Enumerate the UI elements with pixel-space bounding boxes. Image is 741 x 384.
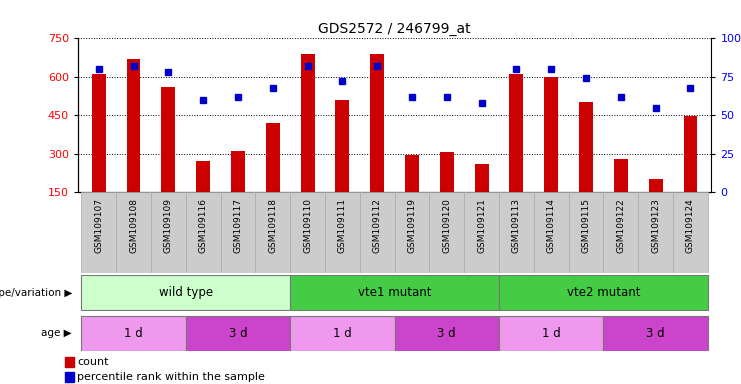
Bar — [579, 103, 593, 192]
Bar — [534, 192, 568, 273]
Bar — [301, 54, 314, 192]
Text: age ▶: age ▶ — [41, 328, 72, 338]
Bar — [116, 192, 151, 273]
Text: GSM109109: GSM109109 — [164, 199, 173, 253]
Text: genotype/variation ▶: genotype/variation ▶ — [0, 288, 72, 298]
Text: GSM109119: GSM109119 — [408, 199, 416, 253]
Bar — [683, 116, 697, 192]
Bar — [499, 316, 603, 351]
Bar — [568, 192, 603, 273]
Bar — [603, 316, 708, 351]
Bar — [127, 60, 141, 192]
Bar — [82, 192, 116, 273]
Text: 3 d: 3 d — [437, 327, 456, 339]
Bar — [162, 87, 176, 192]
Text: GSM109117: GSM109117 — [233, 199, 242, 253]
Bar — [221, 192, 256, 273]
Text: percentile rank within the sample: percentile rank within the sample — [77, 372, 265, 382]
Text: 3 d: 3 d — [646, 327, 665, 339]
Text: 3 d: 3 d — [229, 327, 247, 339]
Text: vte1 mutant: vte1 mutant — [358, 286, 431, 299]
Bar — [475, 164, 488, 192]
Title: GDS2572 / 246799_at: GDS2572 / 246799_at — [319, 22, 471, 36]
Text: GSM109123: GSM109123 — [651, 199, 660, 253]
Bar — [186, 192, 221, 273]
Text: GSM109110: GSM109110 — [303, 199, 312, 253]
Bar — [290, 316, 394, 351]
Bar — [464, 192, 499, 273]
Bar — [648, 179, 662, 192]
Text: 1 d: 1 d — [124, 327, 143, 339]
Bar — [151, 192, 186, 273]
Bar — [82, 316, 186, 351]
Text: GSM109111: GSM109111 — [338, 199, 347, 253]
Text: GSM109112: GSM109112 — [373, 199, 382, 253]
Bar — [92, 74, 106, 192]
Text: vte2 mutant: vte2 mutant — [567, 286, 640, 299]
Bar — [256, 192, 290, 273]
Bar — [231, 151, 245, 192]
Text: wild type: wild type — [159, 286, 213, 299]
Bar — [266, 123, 279, 192]
Bar — [196, 161, 210, 192]
Text: GSM109118: GSM109118 — [268, 199, 277, 253]
Bar — [440, 152, 453, 192]
Bar — [673, 192, 708, 273]
Bar — [545, 77, 558, 192]
Bar — [394, 192, 429, 273]
Bar — [394, 316, 499, 351]
Bar — [614, 159, 628, 192]
Bar — [499, 192, 534, 273]
Bar — [360, 192, 394, 273]
Text: GSM109107: GSM109107 — [94, 199, 103, 253]
Bar — [370, 54, 384, 192]
Bar — [65, 372, 74, 382]
Text: GSM109113: GSM109113 — [512, 199, 521, 253]
Bar — [82, 275, 290, 310]
Text: GSM109116: GSM109116 — [199, 199, 207, 253]
Bar — [499, 275, 708, 310]
Bar — [510, 74, 523, 192]
Text: 1 d: 1 d — [333, 327, 352, 339]
Bar — [336, 100, 349, 192]
Text: GSM109114: GSM109114 — [547, 199, 556, 253]
Bar — [638, 192, 673, 273]
Text: GSM109122: GSM109122 — [617, 199, 625, 253]
Bar — [603, 192, 638, 273]
Bar — [290, 275, 499, 310]
Text: GSM109120: GSM109120 — [442, 199, 451, 253]
Text: 1 d: 1 d — [542, 327, 561, 339]
Text: count: count — [77, 357, 109, 367]
Bar — [65, 357, 74, 367]
Text: GSM109115: GSM109115 — [582, 199, 591, 253]
Bar — [429, 192, 464, 273]
Bar — [325, 192, 360, 273]
Text: GSM109124: GSM109124 — [686, 199, 695, 253]
Text: GSM109121: GSM109121 — [477, 199, 486, 253]
Bar — [290, 192, 325, 273]
Bar — [186, 316, 290, 351]
Text: GSM109108: GSM109108 — [129, 199, 138, 253]
Bar — [405, 155, 419, 192]
